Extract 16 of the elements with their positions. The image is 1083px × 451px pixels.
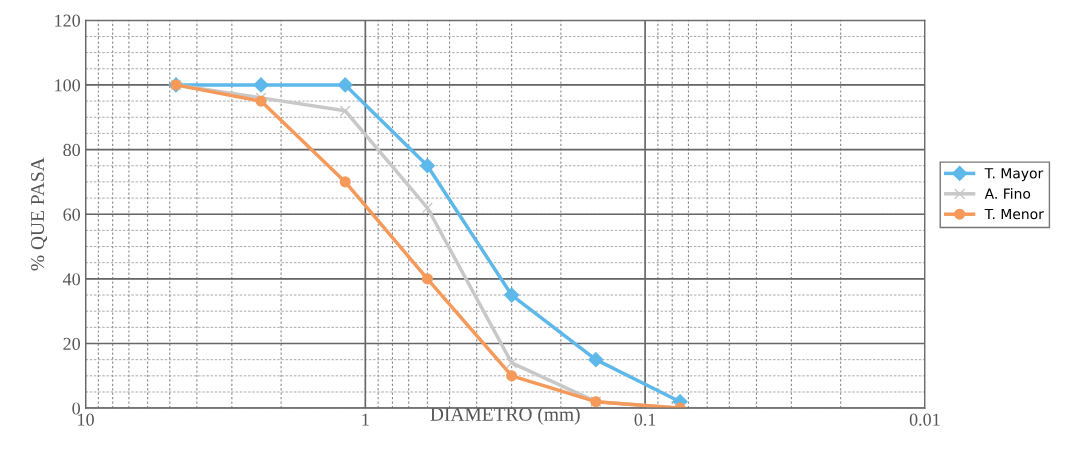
- y-tick-label: 120: [55, 14, 81, 27]
- y-tick-label: 100: [55, 79, 81, 92]
- x-tick-label: 1: [362, 413, 369, 426]
- x-tick-label: 0.1: [634, 413, 656, 426]
- y-tick-label: 60: [63, 208, 81, 221]
- legend-label: T. Mayor: [984, 168, 1044, 182]
- x-axis-title: DIAMETRO (mm): [430, 407, 580, 425]
- legend-label: T. Menor: [984, 208, 1044, 220]
- y-tick-label: 0: [72, 402, 81, 415]
- y-tick-label: 80: [63, 143, 81, 157]
- x-tick-label: 10: [78, 413, 94, 426]
- y-axis-title: % QUE PASA: [30, 157, 48, 271]
- legend-label: A. Fino: [984, 188, 1031, 199]
- y-tick-label: 40: [62, 273, 81, 286]
- y-tick-label: 20: [63, 337, 81, 350]
- x-tick-label: 0.01: [909, 413, 940, 426]
